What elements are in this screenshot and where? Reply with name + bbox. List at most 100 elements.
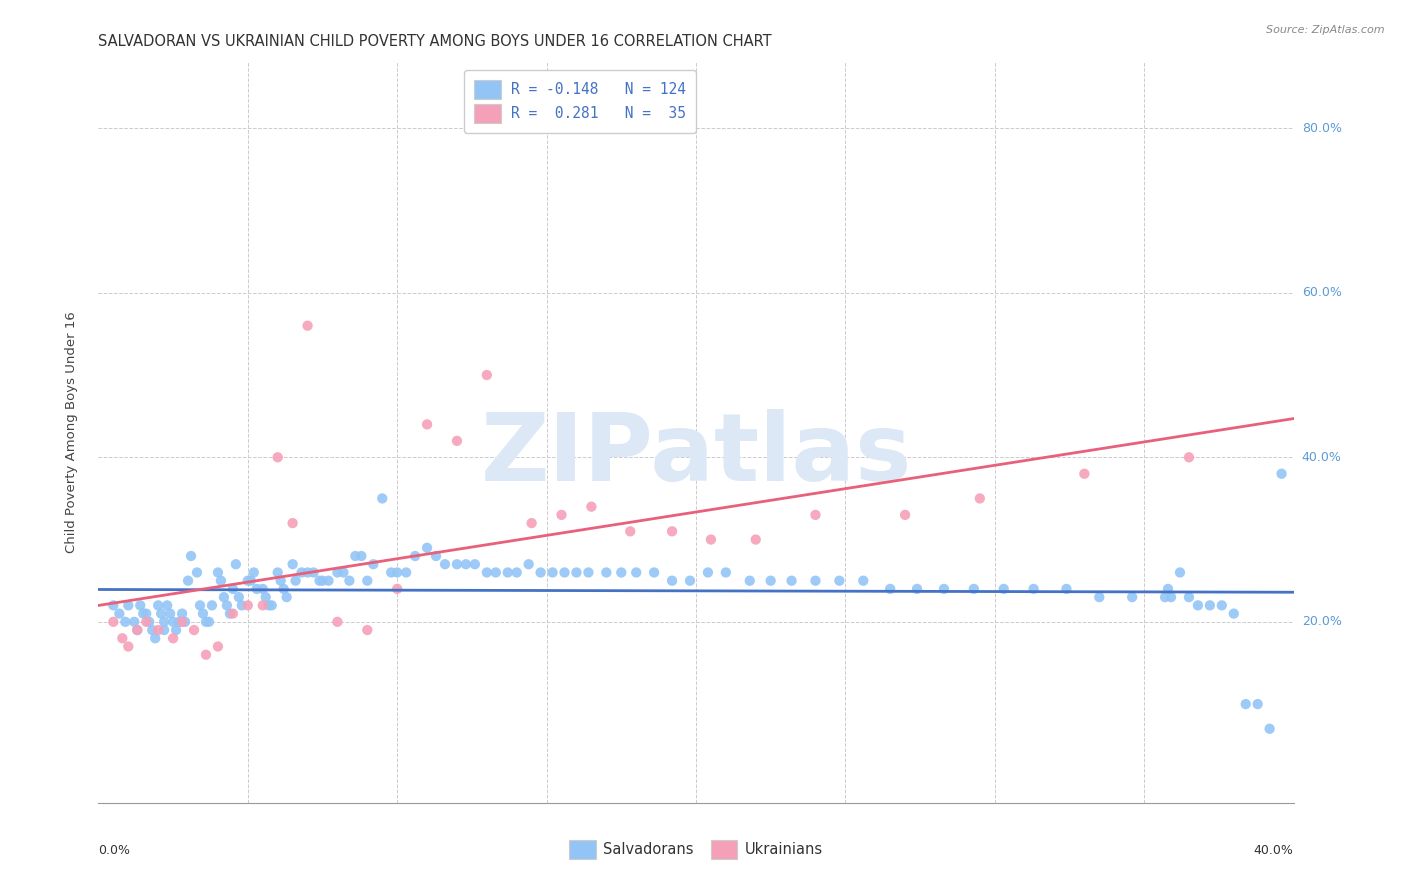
Point [114, 615, 136, 629]
Point [222, 582, 245, 596]
Point [541, 566, 564, 580]
Point [1154, 590, 1177, 604]
Point [270, 574, 292, 588]
Point [363, 558, 385, 572]
Point [209, 574, 232, 588]
Point [745, 533, 768, 547]
Point [243, 566, 266, 580]
Point [117, 640, 139, 654]
Point [207, 566, 229, 580]
Point [905, 582, 928, 596]
Point [879, 582, 901, 596]
Point [236, 574, 259, 588]
Point [276, 590, 298, 604]
Text: 80.0%: 80.0% [1302, 121, 1341, 135]
Point [162, 632, 184, 646]
Point [281, 558, 304, 572]
Point [404, 549, 426, 563]
Point [679, 574, 702, 588]
Point [165, 623, 187, 637]
Point [714, 566, 737, 580]
Point [595, 566, 617, 580]
Point [195, 648, 218, 662]
Point [1178, 590, 1201, 604]
Point [284, 574, 307, 588]
Point [311, 574, 333, 588]
Point [565, 566, 588, 580]
Point [177, 574, 200, 588]
Point [619, 524, 641, 539]
Point [339, 574, 361, 588]
Point [195, 615, 218, 629]
Point [446, 434, 468, 448]
Text: 0.0%: 0.0% [98, 844, 131, 856]
Point [153, 615, 176, 629]
Point [661, 574, 683, 588]
Point [350, 549, 373, 563]
Point [129, 599, 152, 613]
Point [246, 582, 269, 596]
Point [183, 623, 205, 637]
Text: 40.0%: 40.0% [1254, 844, 1294, 856]
Point [1073, 467, 1095, 481]
Point [207, 640, 229, 654]
Y-axis label: Child Poverty Among Boys Under 16: Child Poverty Among Boys Under 16 [65, 311, 77, 554]
Point [124, 615, 146, 629]
Point [219, 607, 242, 621]
Point [159, 607, 181, 621]
Point [416, 417, 439, 432]
Point [281, 516, 304, 530]
Point [172, 607, 194, 621]
Point [186, 566, 208, 580]
Point [308, 574, 330, 588]
Point [138, 615, 160, 629]
Point [222, 607, 245, 621]
Point [108, 607, 131, 621]
Point [1211, 599, 1233, 613]
Point [530, 566, 553, 580]
Point [738, 574, 761, 588]
Point [172, 615, 194, 629]
Point [127, 623, 149, 637]
Text: 20.0%: 20.0% [1302, 615, 1341, 628]
Point [1258, 722, 1281, 736]
Point [356, 623, 378, 637]
Point [581, 500, 603, 514]
Point [1187, 599, 1209, 613]
Point [932, 582, 955, 596]
Point [852, 574, 875, 588]
Point [231, 599, 253, 613]
Point [148, 623, 170, 637]
Point [103, 599, 125, 613]
Point [643, 566, 665, 580]
Point [117, 599, 139, 613]
Point [326, 566, 349, 580]
Point [385, 582, 409, 596]
Point [111, 632, 134, 646]
Point [700, 533, 723, 547]
Point [1247, 697, 1270, 711]
Point [198, 615, 221, 629]
Point [257, 599, 280, 613]
Point [1056, 582, 1078, 596]
Point [661, 524, 683, 539]
Point [153, 623, 176, 637]
Point [759, 574, 782, 588]
Point [475, 368, 498, 382]
Point [963, 582, 986, 596]
Point [804, 574, 827, 588]
Point [254, 590, 277, 604]
Point [1178, 450, 1201, 465]
Point [697, 566, 720, 580]
Text: ZIPatlas: ZIPatlas [481, 409, 911, 500]
Point [291, 566, 314, 580]
Point [1157, 582, 1180, 596]
Point [434, 558, 457, 572]
Point [302, 566, 325, 580]
Point [496, 566, 519, 580]
Point [578, 566, 600, 580]
Point [215, 599, 238, 613]
Point [150, 607, 173, 621]
Point [252, 582, 274, 596]
Point [188, 599, 211, 613]
